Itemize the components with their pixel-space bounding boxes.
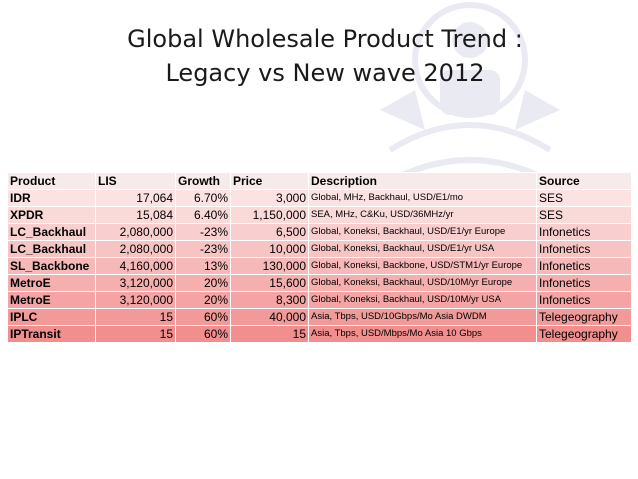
header-growth: Growth	[175, 172, 231, 190]
cell-lis: 15	[95, 308, 176, 326]
cell-description: SEA, MHz, C&Ku, USD/36MHz/yr	[308, 206, 537, 224]
cell-lis: 15	[95, 325, 176, 343]
slide-title: Global Wholesale Product Trend : Legacy …	[90, 22, 560, 90]
cell-product: IPTransit	[7, 325, 96, 343]
table-header-row: Product LIS Growth Price Description Sou…	[7, 172, 632, 190]
cell-growth: 13%	[175, 257, 231, 275]
cell-growth: 60%	[175, 308, 231, 326]
cell-lis: 17,064	[95, 189, 176, 207]
table-body: IDR 17,064 6.70% 3,000 Global, MHz, Back…	[7, 189, 632, 343]
cell-lis: 2,080,000	[95, 240, 176, 258]
cell-product: IDR	[7, 189, 96, 207]
cell-lis: 3,120,000	[95, 274, 176, 292]
cell-source: Telegeography	[536, 325, 632, 343]
cell-description: Global, Koneksi, Backhaul, USD/E1/yr Eur…	[308, 223, 537, 241]
cell-source: Infonetics	[536, 291, 632, 309]
table-row: XPDR 15,084 6.40% 1,150,000 SEA, MHz, C&…	[7, 206, 632, 224]
cell-growth: 20%	[175, 274, 231, 292]
cell-description: Global, Koneksi, Backhaul, USD/10M/yr Eu…	[308, 274, 537, 292]
table-row: LC_Backhaul 2,080,000 -23% 6,500 Global,…	[7, 223, 632, 241]
product-trend-table: Product LIS Growth Price Description Sou…	[7, 172, 632, 343]
cell-source: Infonetics	[536, 257, 632, 275]
cell-product: XPDR	[7, 206, 96, 224]
cell-description: Global, MHz, Backhaul, USD/E1/mo	[308, 189, 537, 207]
cell-product: LC_Backhaul	[7, 223, 96, 241]
slide-title-line-1: Global Wholesale Product Trend :	[127, 25, 523, 53]
table-row: LC_Backhaul 2,080,000 -23% 10,000 Global…	[7, 240, 632, 258]
table-row: IPTransit 15 60% 15 Asia, Tbps, USD/Mbps…	[7, 325, 632, 343]
cell-description: Global, Koneksi, Backhaul, USD/E1/yr USA	[308, 240, 537, 258]
header-price: Price	[230, 172, 309, 190]
cell-lis: 3,120,000	[95, 291, 176, 309]
cell-source: Infonetics	[536, 223, 632, 241]
cell-product: MetroE	[7, 274, 96, 292]
cell-source: Infonetics	[536, 274, 632, 292]
table-row: SL_Backbone 4,160,000 13% 130,000 Global…	[7, 257, 632, 275]
cell-price: 8,300	[230, 291, 309, 309]
slide-title-line-2: Legacy vs New wave 2012	[165, 59, 485, 87]
cell-growth: -23%	[175, 223, 231, 241]
header-description: Description	[308, 172, 537, 190]
cell-product: MetroE	[7, 291, 96, 309]
cell-description: Global, Koneksi, Backbone, USD/STM1/yr E…	[308, 257, 537, 275]
cell-source: Infonetics	[536, 240, 632, 258]
cell-growth: 6.40%	[175, 206, 231, 224]
cell-description: Asia, Tbps, USD/Mbps/Mo Asia 10 Gbps	[308, 325, 537, 343]
cell-price: 15	[230, 325, 309, 343]
cell-source: SES	[536, 206, 632, 224]
cell-product: SL_Backbone	[7, 257, 96, 275]
cell-source: SES	[536, 189, 632, 207]
header-lis: LIS	[95, 172, 176, 190]
table-row: IPLC 15 60% 40,000 Asia, Tbps, USD/10Gbp…	[7, 308, 632, 326]
table-row: MetroE 3,120,000 20% 15,600 Global, Kone…	[7, 274, 632, 292]
header-source: Source	[536, 172, 632, 190]
cell-product: LC_Backhaul	[7, 240, 96, 258]
cell-growth: 6.70%	[175, 189, 231, 207]
table-row: MetroE 3,120,000 20% 8,300 Global, Konek…	[7, 291, 632, 309]
cell-price: 40,000	[230, 308, 309, 326]
cell-price: 15,600	[230, 274, 309, 292]
cell-description: Global, Koneksi, Backhaul, USD/10M/yr US…	[308, 291, 537, 309]
cell-price: 130,000	[230, 257, 309, 275]
cell-product: IPLC	[7, 308, 96, 326]
cell-lis: 2,080,000	[95, 223, 176, 241]
cell-growth: 20%	[175, 291, 231, 309]
cell-source: Telegeography	[536, 308, 632, 326]
cell-growth: -23%	[175, 240, 231, 258]
cell-price: 6,500	[230, 223, 309, 241]
cell-price: 1,150,000	[230, 206, 309, 224]
cell-price: 10,000	[230, 240, 309, 258]
cell-description: Asia, Tbps, USD/10Gbps/Mo Asia DWDM	[308, 308, 537, 326]
table-row: IDR 17,064 6.70% 3,000 Global, MHz, Back…	[7, 189, 632, 207]
cell-lis: 4,160,000	[95, 257, 176, 275]
cell-lis: 15,084	[95, 206, 176, 224]
cell-price: 3,000	[230, 189, 309, 207]
cell-growth: 60%	[175, 325, 231, 343]
header-product: Product	[7, 172, 96, 190]
